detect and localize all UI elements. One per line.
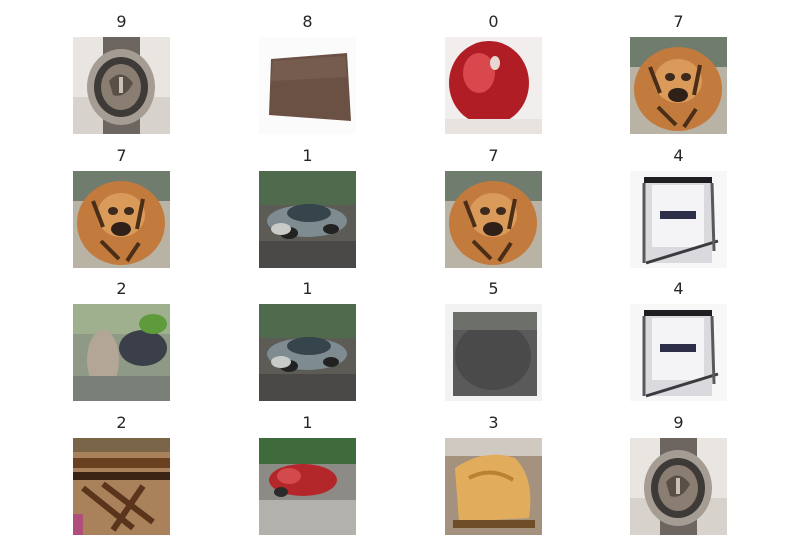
grid-cell: 7 [630,12,727,134]
dark-blob-image [445,304,542,401]
cell-label: 2 [116,279,127,298]
cell-label: 4 [673,279,684,298]
phone-booth-image [630,304,727,401]
grid-cell: 7 [73,146,170,268]
grid-cell: 5 [445,279,542,401]
tiger-image [73,171,170,268]
cell-label: 9 [116,12,127,31]
gray-car-image [259,171,356,268]
wristwatch-image [630,438,727,535]
red-car-image [259,438,356,535]
red-apple-image [445,37,542,134]
wooden-debris-image [73,438,170,535]
tiger-image [630,37,727,134]
brown-square-image [259,37,356,134]
wristwatch-image [73,37,170,134]
grid-cell: 1 [259,279,356,401]
grid-cell: 4 [630,279,727,401]
cell-label: 5 [488,279,499,298]
cell-label: 1 [302,279,313,298]
cell-label: 7 [116,146,127,165]
phone-booth-image [630,171,727,268]
grid-cell: 8 [259,12,356,134]
grid-cell: 9 [73,12,170,134]
orange-lump-image [445,438,542,535]
grid-cell: 4 [630,146,727,268]
grid-cell: 7 [445,146,542,268]
cell-label: 7 [488,146,499,165]
cell-label: 1 [302,413,313,432]
cell-label: 7 [673,12,684,31]
cell-label: 8 [302,12,313,31]
cell-label: 1 [302,146,313,165]
cell-label: 4 [673,146,684,165]
grid-cell: 3 [445,413,542,535]
green-blur-image [73,304,170,401]
grid-cell: 2 [73,279,170,401]
grid-cell: 1 [259,146,356,268]
cell-label: 2 [116,413,127,432]
cell-label: 3 [488,413,499,432]
cell-label: 0 [488,12,499,31]
grid-cell: 9 [630,413,727,535]
gray-car-image [259,304,356,401]
tiger-image [445,171,542,268]
grid-cell: 2 [73,413,170,535]
grid-cell: 0 [445,12,542,134]
cell-label: 9 [673,413,684,432]
grid-cell: 1 [259,413,356,535]
